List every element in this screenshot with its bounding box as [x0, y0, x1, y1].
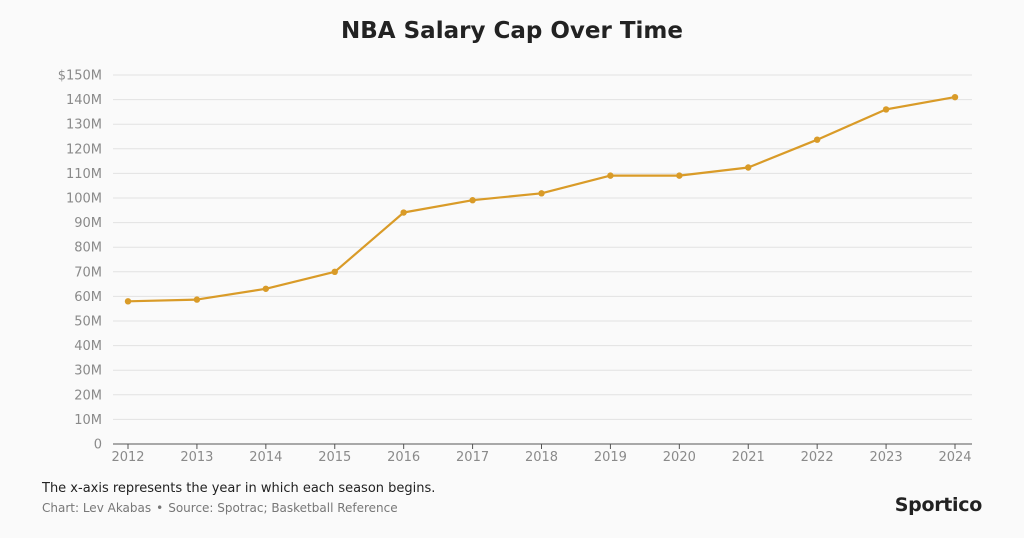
y-tick-label: 40M: [74, 339, 102, 354]
x-tick-labels: 2012 2013 2014 2015 2016 2017 2018 2019 2020 2021…: [111, 450, 971, 465]
credit-separator: •: [156, 501, 164, 515]
y-tick-labels: 0 10M 20M 30M 40M 50M 60M 70M 80M 90M 100M 110M 120M…: [58, 69, 102, 453]
x-tick-label: 2024: [938, 450, 971, 465]
y-tick-label: 80M: [74, 241, 102, 256]
data-point-2016: [400, 209, 407, 216]
series-line: [127, 96, 956, 303]
y-tick-label: 140M: [66, 93, 102, 108]
x-tick-label: 2017: [456, 450, 489, 465]
x-tick-label: 2019: [594, 450, 627, 465]
x-tick-label: 2014: [249, 450, 282, 465]
chart-credit: Chart: Lev Akabas • Source: Spotrac; Baske…: [42, 501, 398, 515]
x-tick-label: 2020: [663, 450, 696, 465]
x-tick-label: 2012: [111, 450, 144, 465]
x-tick-label: 2018: [525, 450, 558, 465]
y-tick-label: 30M: [74, 364, 102, 379]
data-point-2017: [469, 197, 476, 204]
data-point-2021: [745, 164, 752, 171]
x-tick-label: 2022: [801, 450, 834, 465]
y-tick-label: 90M: [74, 216, 102, 231]
x-tick-label: 2015: [318, 450, 351, 465]
data-point-2012: [124, 298, 132, 305]
series: [124, 93, 959, 305]
credit-author: Chart: Lev Akabas: [42, 501, 152, 515]
y-tick-label: 100M: [66, 192, 102, 207]
y-tick-label: 110M: [66, 167, 102, 182]
y-tick-label: 20M: [74, 388, 102, 403]
data-point-2013: [193, 296, 201, 303]
y-tick-label: 60M: [74, 290, 102, 305]
y-tick-label: $150M: [58, 69, 102, 84]
x-tick-label: 2013: [180, 450, 213, 465]
x-tick-label: 2023: [870, 450, 903, 465]
axes: [113, 443, 972, 449]
y-tick-label: 50M: [74, 315, 102, 330]
data-point-2023: [882, 106, 890, 113]
y-tick-label: 0: [94, 438, 102, 453]
sportico-logo: Sportico: [894, 494, 983, 516]
y-tick-label: 10M: [74, 413, 102, 428]
data-point-2014: [262, 285, 270, 292]
x-tick-label: 2021: [732, 450, 765, 465]
data-point-2020: [676, 172, 683, 179]
y-tick-label: 70M: [74, 265, 102, 280]
y-tick-label: 120M: [66, 142, 102, 157]
data-point-2019: [607, 172, 614, 179]
data-point-2024: [951, 93, 959, 101]
data-point-2022: [813, 136, 821, 143]
data-point-2018: [538, 190, 545, 197]
axis-note: The x-axis represents the year in which …: [42, 481, 436, 496]
grid-lines: [113, 74, 972, 420]
chart-title: NBA Salary Cap Over Time: [341, 18, 683, 44]
credit-source: Source: Spotrac; Basketball Reference: [168, 501, 398, 515]
y-tick-label: 130M: [66, 118, 102, 133]
data-point-2015: [331, 268, 338, 275]
x-tick-label: 2016: [387, 450, 420, 465]
